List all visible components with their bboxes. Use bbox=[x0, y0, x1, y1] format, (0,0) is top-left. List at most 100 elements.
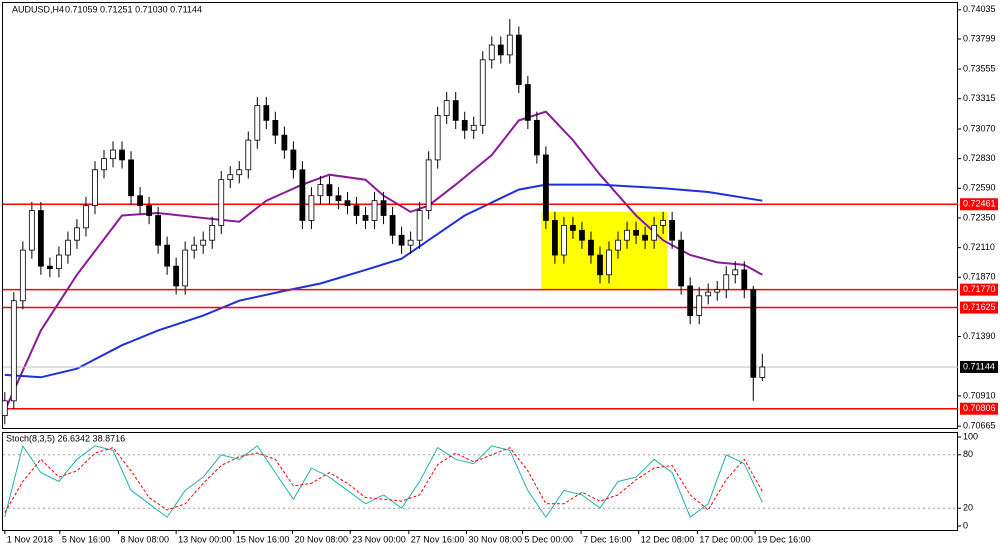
candle-body bbox=[37, 210, 44, 267]
y-tick-label: 0.73799 bbox=[963, 33, 996, 43]
y-tick-label: 0.71390 bbox=[963, 331, 996, 341]
candle-body bbox=[470, 124, 477, 131]
indicator-tick-label: 80 bbox=[963, 449, 973, 459]
current-price-label: 0.71144 bbox=[963, 361, 995, 371]
y-tick-label: 0.71870 bbox=[963, 272, 996, 282]
candle-body bbox=[218, 179, 225, 226]
candle-body bbox=[533, 119, 540, 156]
indicator-tick-label: 0 bbox=[963, 520, 968, 530]
candle-body bbox=[380, 200, 387, 216]
candle-body bbox=[506, 34, 513, 56]
zone bbox=[541, 211, 668, 290]
x-tick-label: 8 Nov 08:00 bbox=[120, 534, 169, 544]
candle-body bbox=[714, 289, 721, 293]
candle-body bbox=[660, 220, 667, 226]
candle-body bbox=[551, 220, 558, 256]
candle-body bbox=[407, 239, 414, 246]
candle-body bbox=[642, 234, 648, 241]
candle-body bbox=[191, 244, 198, 251]
candle-body bbox=[128, 159, 134, 197]
candle-body bbox=[317, 184, 324, 197]
x-tick-label: 27 Nov 16:00 bbox=[411, 534, 465, 544]
candle-body bbox=[669, 220, 676, 241]
candle-body bbox=[362, 215, 369, 221]
y-tick-label: 0.73555 bbox=[963, 63, 996, 73]
candle-body bbox=[633, 229, 639, 236]
candle-body bbox=[83, 205, 89, 229]
candle-body bbox=[597, 254, 603, 276]
y-tick-label: 0.73315 bbox=[963, 93, 996, 103]
indicator-line bbox=[4, 444, 763, 518]
x-tick-label: 7 Dec 16:00 bbox=[583, 534, 632, 544]
candle-body bbox=[696, 295, 703, 316]
moving-average bbox=[4, 183, 763, 379]
candle-body bbox=[1, 400, 8, 417]
candle-body bbox=[10, 300, 17, 402]
candle-body bbox=[651, 224, 657, 241]
y-tick-label: 0.72110 bbox=[963, 242, 995, 252]
candle-body bbox=[750, 289, 757, 378]
candle-body bbox=[227, 174, 234, 181]
level-label-box bbox=[960, 283, 998, 296]
candle-body bbox=[281, 134, 288, 151]
y-tick-label: 0.74035 bbox=[963, 4, 996, 14]
level-label-box bbox=[960, 402, 998, 415]
candle-body bbox=[272, 119, 279, 136]
current-price-box bbox=[960, 360, 998, 373]
indicator-frame bbox=[2, 432, 958, 531]
candle-body bbox=[236, 169, 243, 176]
main-frame bbox=[2, 2, 958, 429]
indicator-title: Stoch(8,3,5) 26.6342 38.8716 bbox=[6, 433, 125, 443]
level-label-box bbox=[960, 301, 998, 314]
candle-body bbox=[497, 44, 504, 56]
candle-body bbox=[110, 149, 116, 160]
level-label: 0.71625 bbox=[963, 302, 996, 312]
y-tick-label: 0.70910 bbox=[963, 390, 996, 400]
level-label: 0.71770 bbox=[963, 284, 996, 294]
x-tick-label: 5 Nov 16:00 bbox=[62, 534, 111, 544]
candle-body bbox=[624, 229, 630, 241]
candle-body bbox=[705, 291, 712, 297]
x-tick-label: 5 Dec 00:00 bbox=[524, 534, 573, 544]
level-label: 0.72461 bbox=[963, 199, 996, 209]
x-tick-label: 19 Dec 16:00 bbox=[757, 534, 811, 544]
candle-body bbox=[182, 249, 189, 287]
candle-body bbox=[173, 265, 180, 287]
candle-body bbox=[65, 239, 71, 256]
candle-body bbox=[732, 269, 739, 276]
candle-body bbox=[588, 239, 594, 256]
chart-title: AUDUSD,H4 bbox=[12, 4, 64, 14]
candle-body bbox=[678, 239, 685, 287]
candle-body bbox=[687, 285, 694, 316]
indicator-tick-label: 100 bbox=[963, 431, 978, 441]
candle-body bbox=[56, 254, 62, 270]
candle-body bbox=[398, 234, 405, 246]
level-label: 0.70806 bbox=[963, 403, 996, 413]
candle-body bbox=[479, 59, 486, 126]
candle-body bbox=[19, 249, 26, 302]
candle-body bbox=[425, 159, 432, 211]
y-tick-label: 0.72830 bbox=[963, 153, 996, 163]
candle-body bbox=[46, 265, 53, 270]
candle-body bbox=[101, 158, 107, 171]
candle-body bbox=[452, 100, 459, 121]
candle-body bbox=[488, 44, 495, 61]
candle-body bbox=[434, 115, 441, 161]
candle-body bbox=[561, 224, 567, 256]
candle-body bbox=[254, 105, 261, 141]
candle-body bbox=[119, 149, 125, 161]
candle-body bbox=[741, 269, 748, 291]
x-tick-label: 17 Dec 00:00 bbox=[699, 534, 753, 544]
x-tick-label: 23 Nov 00:00 bbox=[352, 534, 406, 544]
candle-body bbox=[542, 154, 549, 221]
candle-body bbox=[344, 200, 351, 207]
candle-body bbox=[164, 244, 171, 267]
candle-body bbox=[299, 169, 306, 221]
candle-body bbox=[416, 210, 423, 241]
candle-body bbox=[461, 119, 468, 131]
candle-body bbox=[579, 229, 585, 241]
candle-body bbox=[200, 239, 207, 246]
candle-body bbox=[308, 195, 315, 221]
candle-body bbox=[606, 249, 612, 276]
